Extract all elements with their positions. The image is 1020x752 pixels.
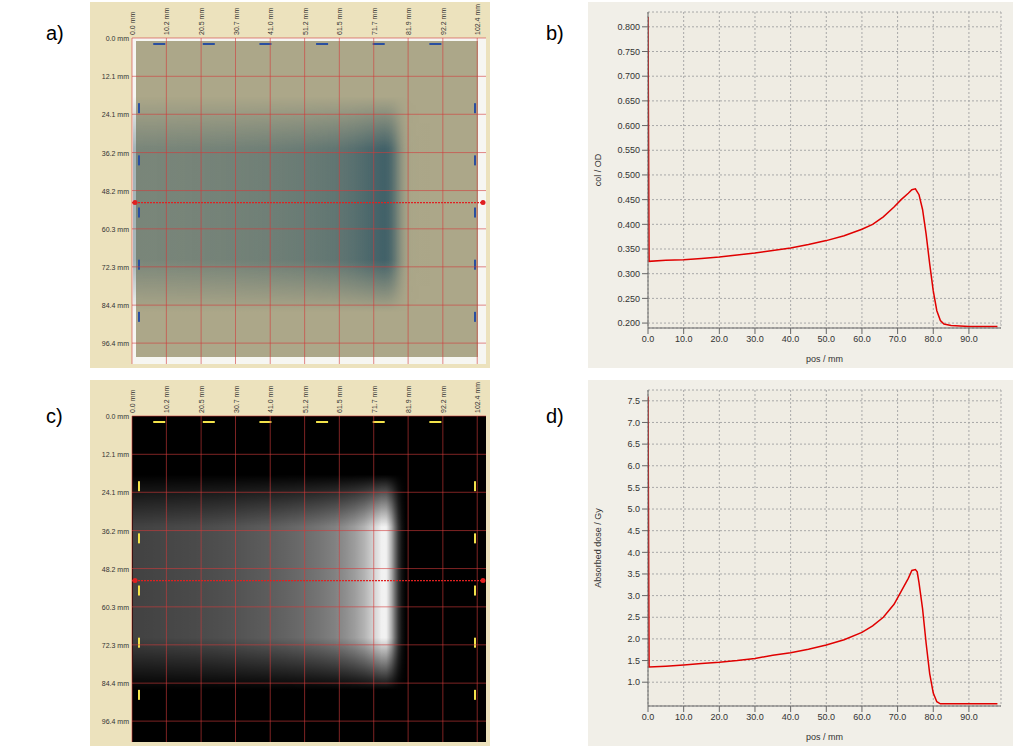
svg-text:102.4 mm: 102.4 mm bbox=[474, 382, 481, 413]
svg-text:70.0: 70.0 bbox=[889, 334, 907, 344]
svg-text:96.4 mm: 96.4 mm bbox=[102, 340, 129, 347]
svg-text:7.5: 7.5 bbox=[627, 396, 640, 406]
svg-text:7.0: 7.0 bbox=[627, 418, 640, 428]
svg-text:71.7 mm: 71.7 mm bbox=[371, 386, 378, 413]
svg-text:col / OD: col / OD bbox=[593, 153, 603, 186]
svg-text:80.0: 80.0 bbox=[924, 334, 942, 344]
svg-text:0.200: 0.200 bbox=[617, 318, 640, 328]
svg-text:24.1 mm: 24.1 mm bbox=[102, 111, 129, 118]
svg-text:0.800: 0.800 bbox=[617, 22, 640, 32]
svg-text:30.7 mm: 30.7 mm bbox=[233, 8, 240, 35]
svg-text:0.500: 0.500 bbox=[617, 170, 640, 180]
svg-text:0.550: 0.550 bbox=[617, 145, 640, 155]
svg-text:36.2 mm: 36.2 mm bbox=[102, 528, 129, 535]
svg-text:20.0: 20.0 bbox=[711, 334, 729, 344]
svg-text:61.5 mm: 61.5 mm bbox=[336, 386, 343, 413]
svg-text:51.2 mm: 51.2 mm bbox=[302, 386, 309, 413]
svg-text:92.2 mm: 92.2 mm bbox=[440, 8, 447, 35]
svg-text:0.350: 0.350 bbox=[617, 244, 640, 254]
svg-text:102.4 mm: 102.4 mm bbox=[474, 4, 481, 35]
svg-text:70.0: 70.0 bbox=[889, 712, 907, 722]
svg-text:81.9 mm: 81.9 mm bbox=[405, 386, 412, 413]
svg-text:5.0: 5.0 bbox=[627, 504, 640, 514]
svg-text:0.450: 0.450 bbox=[617, 195, 640, 205]
svg-text:61.5 mm: 61.5 mm bbox=[336, 8, 343, 35]
html-text:b): b) bbox=[546, 22, 564, 44]
svg-text:36.2 mm: 36.2 mm bbox=[102, 150, 129, 157]
svg-text:30.7 mm: 30.7 mm bbox=[233, 386, 240, 413]
svg-text:20.5 mm: 20.5 mm bbox=[198, 386, 205, 413]
svg-text:51.2 mm: 51.2 mm bbox=[302, 8, 309, 35]
svg-text:40.0: 40.0 bbox=[782, 334, 800, 344]
svg-text:96.4 mm: 96.4 mm bbox=[102, 718, 129, 725]
svg-text:4.5: 4.5 bbox=[627, 526, 640, 536]
svg-text:10.2 mm: 10.2 mm bbox=[163, 386, 170, 413]
svg-text:3.5: 3.5 bbox=[627, 569, 640, 579]
svg-text:60.3 mm: 60.3 mm bbox=[102, 226, 129, 233]
svg-text:48.2 mm: 48.2 mm bbox=[102, 188, 129, 195]
svg-text:72.3 mm: 72.3 mm bbox=[102, 642, 129, 649]
svg-text:2.0: 2.0 bbox=[627, 634, 640, 644]
svg-text:0.300: 0.300 bbox=[617, 269, 640, 279]
svg-text:80.0: 80.0 bbox=[924, 712, 942, 722]
svg-text:3.0: 3.0 bbox=[627, 591, 640, 601]
svg-text:0.700: 0.700 bbox=[617, 71, 640, 81]
svg-text:0.0 mm: 0.0 mm bbox=[106, 35, 130, 42]
svg-text:pos / mm: pos / mm bbox=[806, 354, 843, 364]
svg-text:6.0: 6.0 bbox=[627, 461, 640, 471]
svg-text:90.0: 90.0 bbox=[960, 334, 978, 344]
svg-text:81.9 mm: 81.9 mm bbox=[405, 8, 412, 35]
svg-text:4.0: 4.0 bbox=[627, 548, 640, 558]
svg-text:10.2 mm: 10.2 mm bbox=[163, 8, 170, 35]
svg-text:Absorbed dose / Gy: Absorbed dose / Gy bbox=[593, 508, 603, 588]
svg-text:12.1 mm: 12.1 mm bbox=[102, 451, 129, 458]
html-text:c): c) bbox=[46, 405, 63, 427]
svg-text:0.0 mm: 0.0 mm bbox=[129, 389, 136, 413]
svg-text:0.250: 0.250 bbox=[617, 294, 640, 304]
svg-text:0.0 mm: 0.0 mm bbox=[129, 11, 136, 35]
svg-text:60.3 mm: 60.3 mm bbox=[102, 604, 129, 611]
html-text:a): a) bbox=[46, 22, 64, 44]
svg-text:84.4 mm: 84.4 mm bbox=[102, 302, 129, 309]
svg-text:0.400: 0.400 bbox=[617, 220, 640, 230]
svg-text:2.5: 2.5 bbox=[627, 612, 640, 622]
svg-text:30.0: 30.0 bbox=[746, 712, 764, 722]
svg-text:24.1 mm: 24.1 mm bbox=[102, 489, 129, 496]
svg-text:50.0: 50.0 bbox=[818, 334, 836, 344]
svg-text:71.7 mm: 71.7 mm bbox=[371, 8, 378, 35]
svg-text:50.0: 50.0 bbox=[818, 712, 836, 722]
svg-text:20.0: 20.0 bbox=[711, 712, 729, 722]
svg-text:0.0 mm: 0.0 mm bbox=[106, 413, 130, 420]
svg-text:pos / mm: pos / mm bbox=[806, 732, 843, 742]
svg-text:40.0: 40.0 bbox=[782, 712, 800, 722]
svg-text:0.750: 0.750 bbox=[617, 47, 640, 57]
svg-text:30.0: 30.0 bbox=[746, 334, 764, 344]
svg-text:12.1 mm: 12.1 mm bbox=[102, 73, 129, 80]
svg-text:5.5: 5.5 bbox=[627, 483, 640, 493]
svg-text:41.0 mm: 41.0 mm bbox=[267, 8, 274, 35]
svg-text:1.5: 1.5 bbox=[627, 656, 640, 666]
svg-text:20.5 mm: 20.5 mm bbox=[198, 8, 205, 35]
svg-text:10.0: 10.0 bbox=[675, 334, 693, 344]
svg-text:60.0: 60.0 bbox=[853, 334, 871, 344]
svg-text:6.5: 6.5 bbox=[627, 439, 640, 449]
svg-text:60.0: 60.0 bbox=[853, 712, 871, 722]
svg-text:72.3 mm: 72.3 mm bbox=[102, 264, 129, 271]
svg-text:92.2 mm: 92.2 mm bbox=[440, 386, 447, 413]
svg-text:0.0: 0.0 bbox=[642, 334, 655, 344]
svg-text:48.2 mm: 48.2 mm bbox=[102, 566, 129, 573]
svg-text:84.4 mm: 84.4 mm bbox=[102, 680, 129, 687]
svg-text:0.0: 0.0 bbox=[642, 712, 655, 722]
svg-text:41.0 mm: 41.0 mm bbox=[267, 386, 274, 413]
svg-text:0.600: 0.600 bbox=[617, 121, 640, 131]
html-text:d): d) bbox=[546, 405, 564, 427]
svg-text:90.0: 90.0 bbox=[960, 712, 978, 722]
svg-text:1.0: 1.0 bbox=[627, 677, 640, 687]
svg-text:10.0: 10.0 bbox=[675, 712, 693, 722]
svg-text:0.650: 0.650 bbox=[617, 96, 640, 106]
